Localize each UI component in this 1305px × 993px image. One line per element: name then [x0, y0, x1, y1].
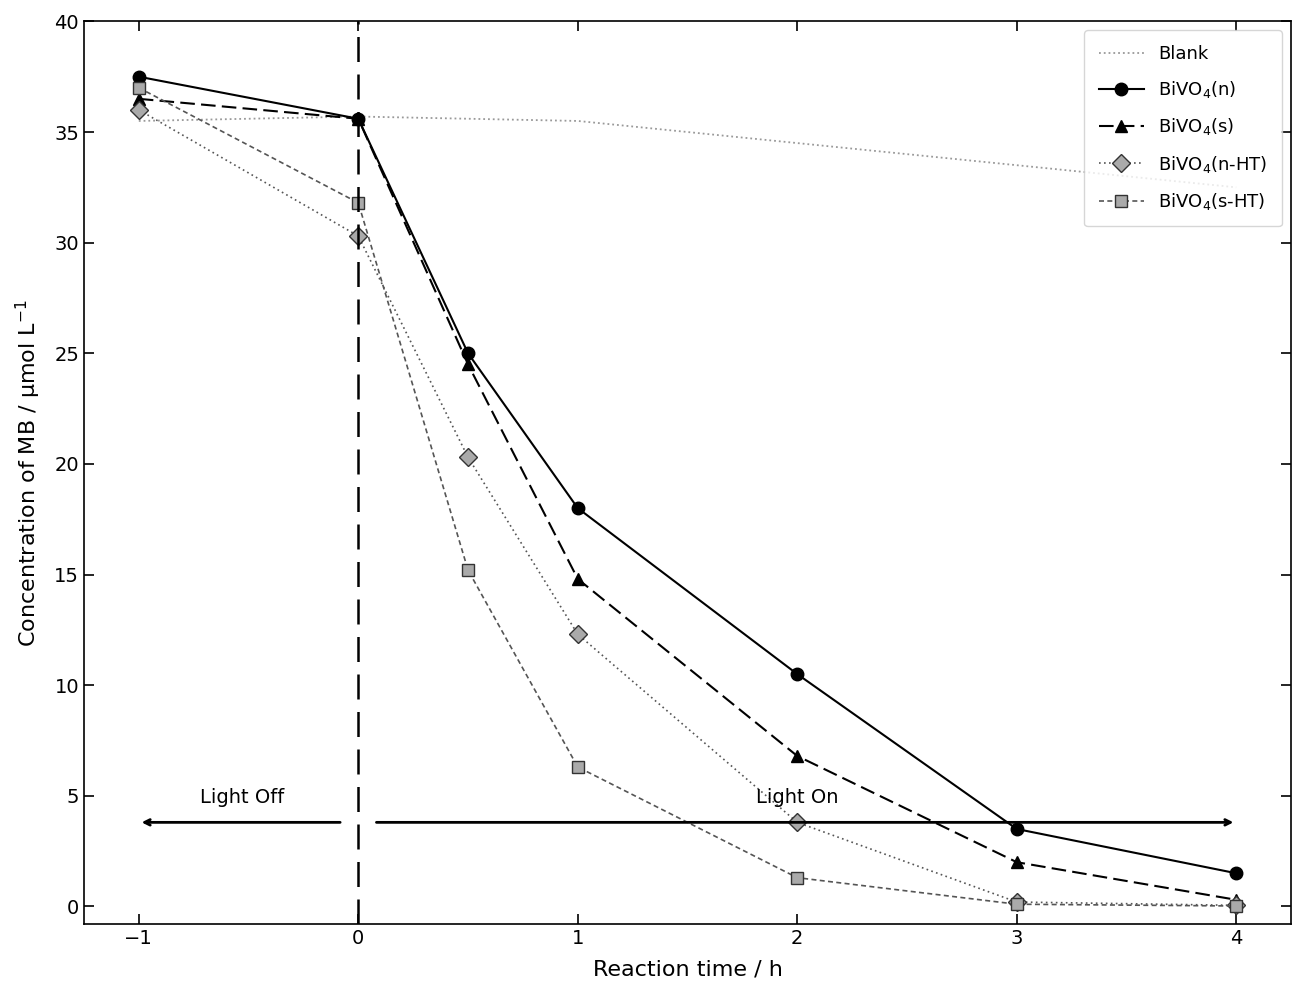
Blank	[1228, 182, 1244, 194]
Blank	[351, 110, 367, 122]
BiVO$_4$(n-HT)	[1009, 896, 1024, 908]
Blank	[790, 137, 805, 149]
BiVO$_4$(s-HT)	[461, 564, 476, 576]
Blank	[570, 115, 586, 127]
BiVO$_4$(s)	[351, 113, 367, 125]
BiVO$_4$(s-HT)	[790, 872, 805, 884]
BiVO$_4$(s)	[1228, 894, 1244, 906]
BiVO$_4$(n-HT)	[461, 451, 476, 463]
BiVO$_4$(s)	[130, 93, 146, 105]
Line: Blank: Blank	[138, 116, 1236, 188]
BiVO$_4$(s-HT)	[351, 197, 367, 209]
BiVO$_4$(n)	[461, 348, 476, 359]
BiVO$_4$(n)	[1009, 823, 1024, 835]
Blank	[461, 113, 476, 125]
BiVO$_4$(n)	[570, 502, 586, 514]
BiVO$_4$(n-HT)	[130, 104, 146, 116]
Blank	[1009, 159, 1024, 171]
BiVO$_4$(s-HT)	[570, 761, 586, 773]
BiVO$_4$(n)	[1228, 867, 1244, 879]
BiVO$_4$(s-HT)	[130, 81, 146, 93]
BiVO$_4$(s-HT)	[1009, 899, 1024, 911]
BiVO$_4$(n-HT)	[790, 816, 805, 828]
X-axis label: Reaction time / h: Reaction time / h	[592, 959, 783, 979]
Legend: Blank, BiVO$_4$(n), BiVO$_4$(s), BiVO$_4$(n-HT), BiVO$_4$(s-HT): Blank, BiVO$_4$(n), BiVO$_4$(s), BiVO$_4…	[1084, 31, 1282, 226]
Line: BiVO$_4$(n): BiVO$_4$(n)	[133, 71, 1242, 880]
BiVO$_4$(s-HT)	[1228, 900, 1244, 912]
BiVO$_4$(s)	[790, 750, 805, 762]
BiVO$_4$(s)	[1009, 856, 1024, 868]
Y-axis label: Concentration of MB / μmol L$^{-1}$: Concentration of MB / μmol L$^{-1}$	[14, 299, 43, 646]
BiVO$_4$(s)	[461, 358, 476, 370]
Line: BiVO$_4$(s): BiVO$_4$(s)	[133, 92, 1242, 906]
BiVO$_4$(n)	[130, 71, 146, 82]
Blank	[130, 115, 146, 127]
BiVO$_4$(n-HT)	[1228, 900, 1244, 912]
Text: Light On: Light On	[756, 787, 839, 807]
BiVO$_4$(n)	[351, 113, 367, 125]
BiVO$_4$(n)	[790, 668, 805, 680]
BiVO$_4$(n-HT)	[570, 629, 586, 640]
BiVO$_4$(s)	[570, 573, 586, 585]
Text: Light Off: Light Off	[200, 787, 284, 807]
Line: BiVO$_4$(n-HT): BiVO$_4$(n-HT)	[133, 103, 1242, 912]
BiVO$_4$(n-HT)	[351, 230, 367, 242]
Line: BiVO$_4$(s-HT): BiVO$_4$(s-HT)	[133, 81, 1242, 913]
